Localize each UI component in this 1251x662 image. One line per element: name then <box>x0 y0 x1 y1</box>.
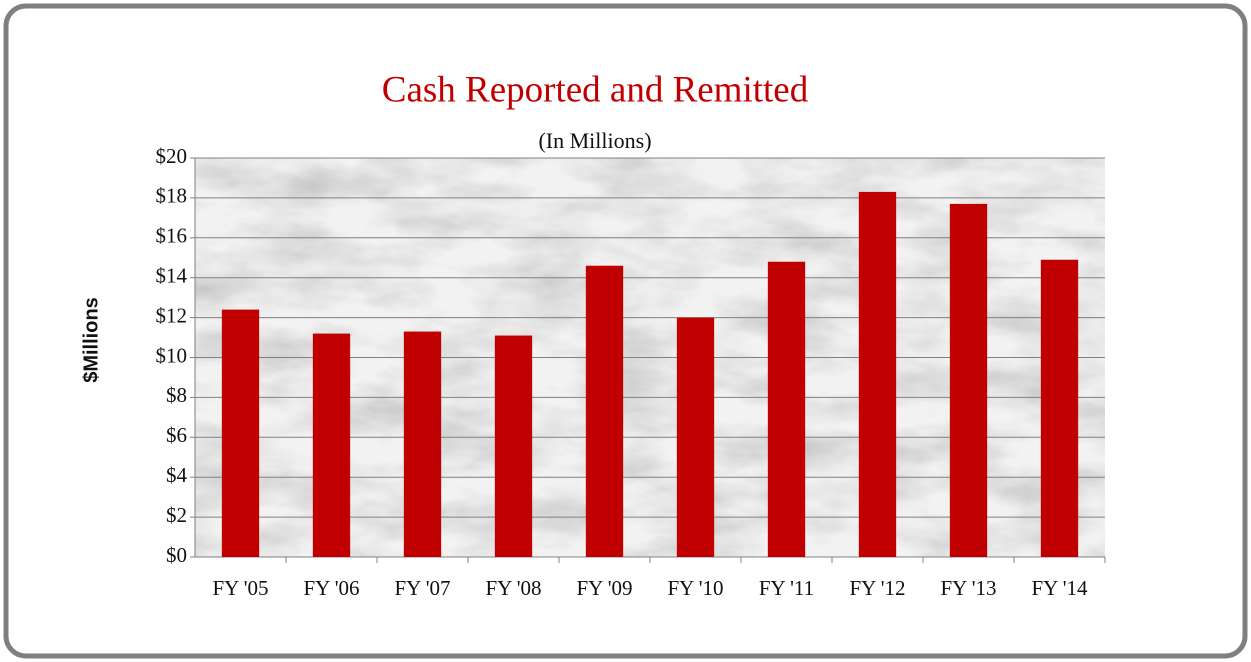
x-tick-label: FY '08 <box>485 576 541 600</box>
y-tick-label: $8 <box>166 383 187 407</box>
chart-title: Cash Reported and Remitted <box>382 69 809 110</box>
x-tick-label: FY '09 <box>576 576 632 600</box>
y-tick-label: $4 <box>166 463 188 487</box>
bar <box>494 335 533 557</box>
x-tick-label: FY '12 <box>849 576 905 600</box>
bar <box>221 309 260 557</box>
bar <box>767 261 806 557</box>
y-axis-label: $Millions <box>80 297 102 383</box>
y-tick-label: $0 <box>166 543 187 567</box>
bar <box>1040 259 1079 557</box>
x-tick-label: FY '06 <box>303 576 359 600</box>
bar <box>676 317 715 557</box>
x-tick-label: FY '10 <box>667 576 723 600</box>
x-tick-label: FY '11 <box>759 576 814 600</box>
bar <box>585 265 624 557</box>
y-tick-label: $14 <box>156 264 188 288</box>
x-tick-label: FY '05 <box>212 576 268 600</box>
y-tick-label: $20 <box>156 144 188 168</box>
y-tick-label: $16 <box>156 224 188 248</box>
bar <box>312 333 351 557</box>
x-tick-label: FY '07 <box>394 576 450 600</box>
chart-subtitle: (In Millions) <box>538 128 651 153</box>
bar <box>403 331 442 557</box>
y-tick-label: $6 <box>166 423 187 447</box>
x-tick-label: FY '13 <box>940 576 996 600</box>
y-tick-label: $18 <box>156 184 188 208</box>
y-tick-label: $12 <box>156 303 188 327</box>
y-tick-label: $10 <box>156 343 188 367</box>
bar <box>949 203 988 557</box>
bar <box>858 191 897 558</box>
x-tick-label: FY '14 <box>1031 576 1088 600</box>
y-tick-label: $2 <box>166 503 187 527</box>
